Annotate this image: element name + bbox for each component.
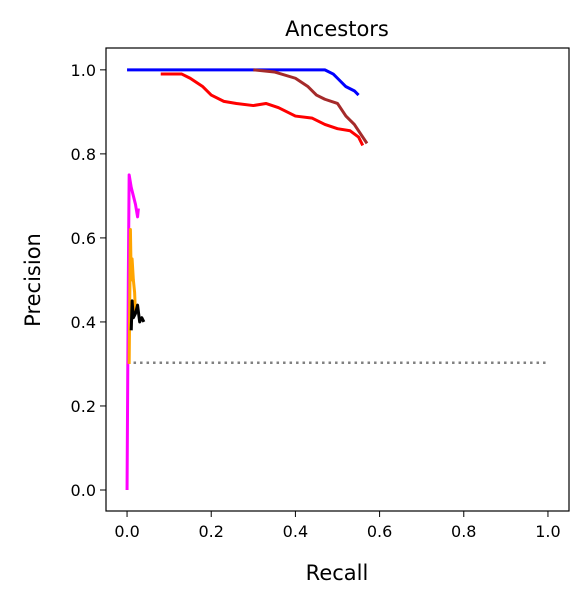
series-line [127,228,137,364]
x-axis-label: Recall [306,561,369,585]
series-line [129,299,146,331]
y-tick-label: 0.0 [71,481,96,500]
chart-title: Ancestors [285,17,389,41]
series-line [127,68,360,97]
y-axis-label: Precision [21,233,45,327]
x-tick-label: 0.4 [283,522,308,541]
x-tick-label: 0.2 [199,522,224,541]
y-tick-label: 0.6 [71,229,96,248]
x-tick-label: 0.6 [367,522,392,541]
plot-frame [105,47,570,512]
y-tick-label: 1.0 [71,61,96,80]
series-line [125,173,140,490]
x-tick-label: 0.0 [114,522,139,541]
series-line [253,68,369,145]
series-line [160,72,365,147]
x-tick-label: 0.8 [451,522,476,541]
y-tick-label: 0.2 [71,397,96,416]
y-tick-label: 0.4 [71,313,96,332]
y-tick-label: 0.8 [71,145,96,164]
x-tick-label: 1.0 [535,522,560,541]
